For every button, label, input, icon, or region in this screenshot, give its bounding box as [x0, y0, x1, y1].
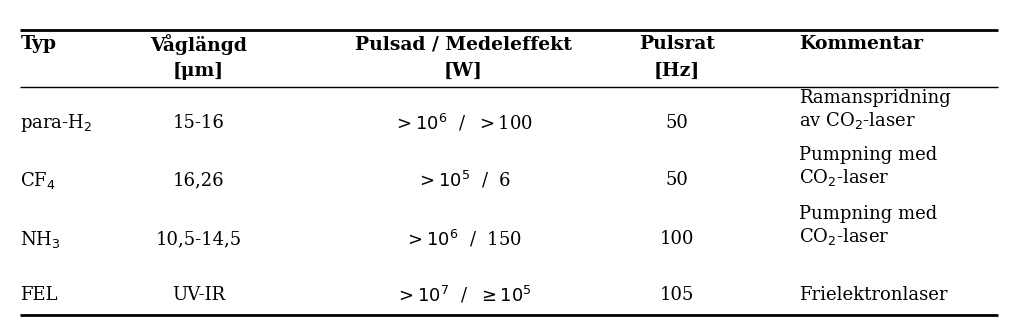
Text: 50: 50: [666, 172, 688, 189]
Text: Frielektronlaser: Frielektronlaser: [799, 286, 948, 304]
Text: 105: 105: [660, 286, 694, 304]
Text: Pumpning med
CO$_2$-laser: Pumpning med CO$_2$-laser: [799, 146, 938, 188]
Text: Pumpning med
CO$_2$-laser: Pumpning med CO$_2$-laser: [799, 205, 938, 247]
Text: Våglängd: Våglängd: [150, 34, 247, 55]
Text: 100: 100: [660, 231, 694, 248]
Text: Pulsrat: Pulsrat: [639, 35, 715, 53]
Text: [Hz]: [Hz]: [654, 62, 700, 79]
Text: CF$_4$: CF$_4$: [20, 170, 56, 191]
Text: UV-IR: UV-IR: [172, 286, 225, 304]
Text: $>10^6$  /  $>$100: $>10^6$ / $>$100: [393, 113, 533, 133]
Text: $>10^6$  /  150: $>10^6$ / 150: [404, 229, 522, 250]
Text: Typ: Typ: [20, 35, 56, 53]
Text: para-H$_2$: para-H$_2$: [20, 112, 93, 134]
Text: 10,5-14,5: 10,5-14,5: [156, 231, 241, 248]
Text: NH$_3$: NH$_3$: [20, 229, 61, 250]
Text: $>10^5$  /  6: $>10^5$ / 6: [415, 170, 511, 191]
Text: FEL: FEL: [20, 286, 58, 304]
Text: Ramanspridning
av CO$_2$-laser: Ramanspridning av CO$_2$-laser: [799, 89, 951, 131]
Text: Kommentar: Kommentar: [799, 35, 923, 53]
Text: 16,26: 16,26: [173, 172, 224, 189]
Text: 15-16: 15-16: [173, 114, 224, 132]
Text: [W]: [W]: [444, 62, 483, 79]
Text: [μm]: [μm]: [173, 62, 224, 79]
Text: $>10^7$  /  $\geq$$10^5$: $>10^7$ / $\geq$$10^5$: [395, 285, 531, 306]
Text: Pulsad / Medeleffekt: Pulsad / Medeleffekt: [354, 35, 572, 53]
Text: 50: 50: [666, 114, 688, 132]
